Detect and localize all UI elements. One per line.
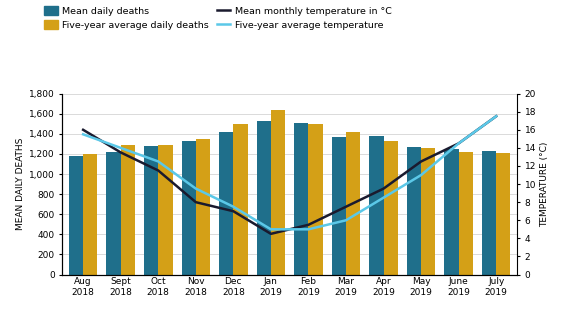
Bar [308,124,323,275]
Bar [346,132,360,275]
Y-axis label: TEMPERATURE (°C): TEMPERATURE (°C) [540,141,549,227]
Bar [444,149,459,275]
Bar [196,139,210,275]
Bar [106,152,120,275]
Bar [120,145,135,275]
Bar [496,154,511,275]
Bar [69,156,83,275]
Bar [421,149,436,275]
Bar [459,153,473,275]
Y-axis label: MEAN DAILY DEATHS: MEAN DAILY DEATHS [16,138,25,230]
Bar [294,123,308,275]
Bar [383,141,398,275]
Legend: Mean daily deaths, Five-year average daily deaths, Mean monthly temperature in °: Mean daily deaths, Five-year average dai… [44,6,391,30]
Bar [257,121,271,275]
Bar [332,137,346,275]
Bar [219,132,233,275]
Bar [407,147,421,275]
Bar [233,124,248,275]
Bar [482,151,496,275]
Bar [158,145,173,275]
Bar [144,146,158,275]
Bar [83,154,97,275]
Bar [182,141,196,275]
Bar [271,110,285,275]
Bar [369,136,383,275]
